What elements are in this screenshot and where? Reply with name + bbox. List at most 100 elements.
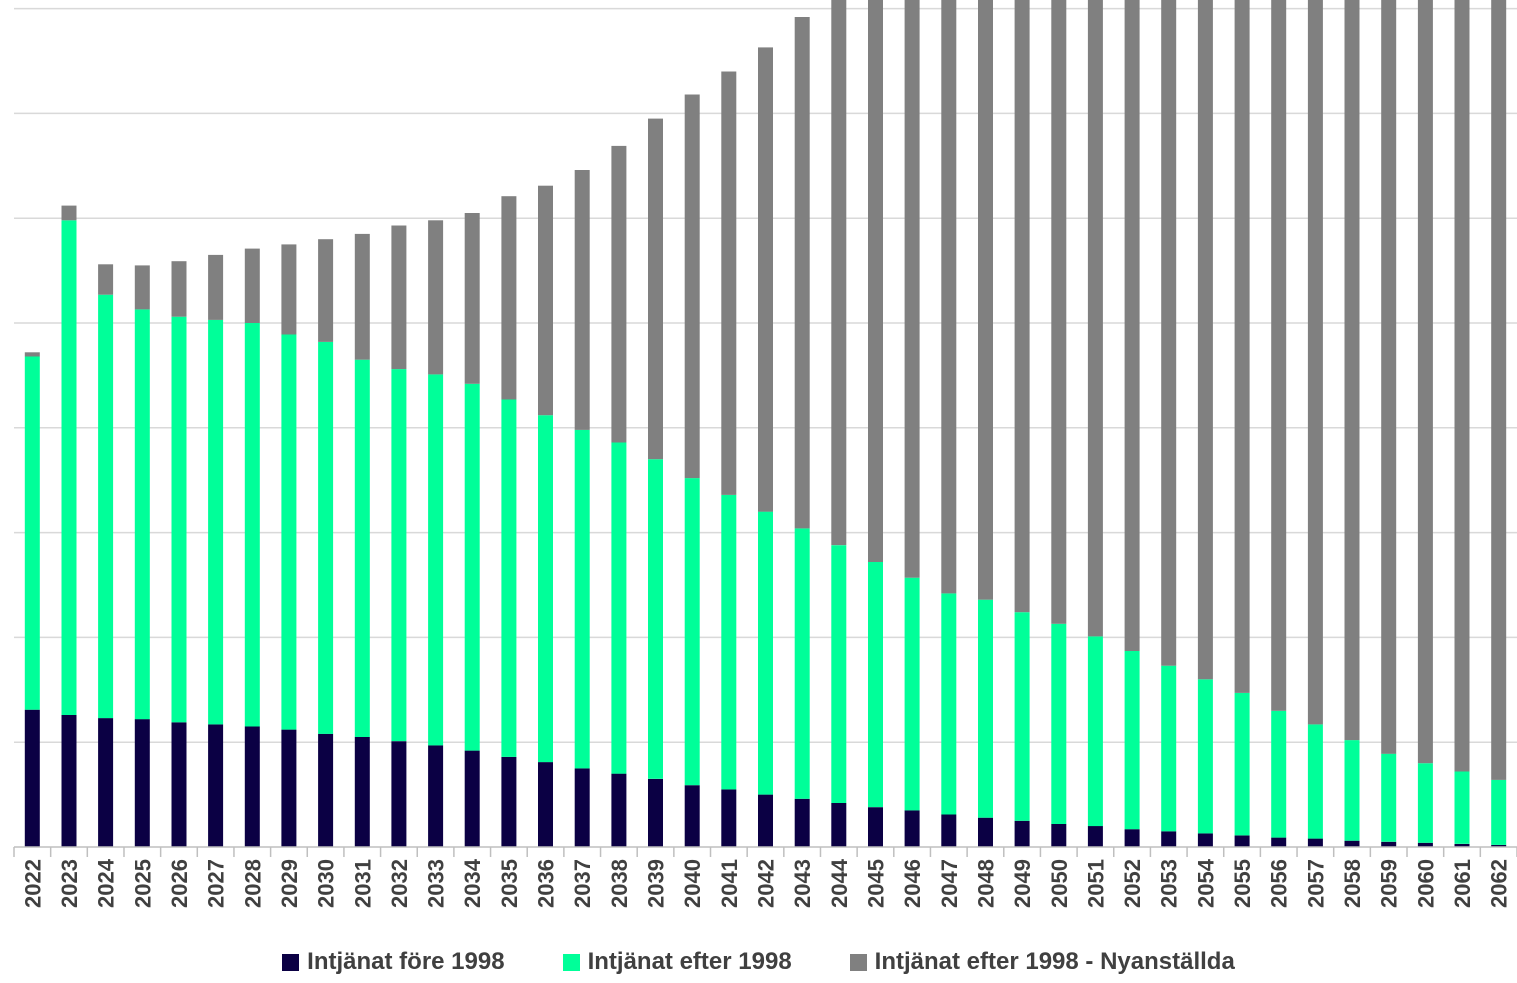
- bar-2056-series-1: [1271, 837, 1287, 847]
- legend-swatch: [562, 953, 580, 971]
- bar-2035-series-2: [501, 399, 517, 757]
- bar-2053-series-3: [1161, 0, 1177, 666]
- bar-2036-series-3: [538, 185, 553, 416]
- bar-2031-series-3: [354, 233, 370, 360]
- bar-2042-series-3: [758, 47, 773, 512]
- bar-2049-series-3: [1014, 0, 1030, 613]
- bar-2028-series-2: [244, 323, 260, 727]
- bar-2039-series-1: [648, 778, 663, 847]
- legend-label: Intjänat efter 1998: [587, 948, 792, 975]
- bar-2061-series-3: [1454, 0, 1470, 772]
- bar-2061-series-2: [1454, 771, 1470, 844]
- bar-2036-series-2: [538, 415, 553, 763]
- x-tick-label: 2054: [1193, 858, 1218, 908]
- bar-2031-series-1: [354, 737, 370, 847]
- bar-2024-series-2: [98, 294, 114, 719]
- x-tick-label: 2023: [57, 859, 82, 908]
- x-tick-label: 2041: [717, 859, 742, 908]
- x-tick-label: 2056: [1267, 859, 1292, 908]
- bar-2059-series-3: [1381, 0, 1397, 754]
- bar-2034-series-2: [464, 383, 480, 751]
- bar-2052-series-1: [1124, 829, 1140, 847]
- bar-2046-series-3: [904, 0, 920, 578]
- bar-2056-series-3: [1271, 0, 1287, 711]
- legend-item-series-1: Intjänat före 1998: [282, 948, 505, 976]
- bar-2057-series-2: [1307, 724, 1323, 839]
- bar-2054-series-3: [1197, 0, 1213, 680]
- bar-2035-series-3: [501, 196, 517, 400]
- x-tick-label: 2062: [1487, 859, 1512, 908]
- x-tick-label: 2057: [1303, 859, 1328, 908]
- x-tick-label: 2058: [1340, 859, 1365, 908]
- bar-2051-series-2: [1087, 636, 1103, 827]
- x-tick-label: 2029: [277, 859, 302, 908]
- bar-2037-series-2: [574, 429, 590, 769]
- bar-2060-series-3: [1417, 0, 1433, 764]
- x-tick-label: 2039: [644, 859, 669, 908]
- bar-2022-series-3: [24, 352, 40, 357]
- x-tick-label: 2044: [827, 858, 852, 908]
- x-tick-label: 2025: [130, 859, 155, 908]
- bar-2041-series-2: [721, 494, 737, 790]
- bar-2032-series-1: [391, 741, 407, 847]
- bar-2033-series-1: [428, 745, 444, 847]
- bar-2052-series-2: [1124, 651, 1140, 830]
- bar-2059-series-2: [1381, 753, 1397, 842]
- bar-2024-series-1: [98, 718, 114, 847]
- bar-2041-series-1: [721, 789, 737, 847]
- bar-2034-series-1: [464, 750, 480, 847]
- bar-2050-series-1: [1051, 823, 1067, 847]
- bar-2044-series-2: [831, 545, 847, 803]
- bar-2022-series-2: [24, 356, 40, 710]
- bar-2061-series-1: [1454, 843, 1470, 847]
- bar-2045-series-1: [868, 807, 883, 847]
- legend-label: Intjänat efter 1998 - Nyanställda: [874, 948, 1235, 975]
- bar-2045-series-3: [868, 0, 883, 563]
- bar-2048-series-1: [978, 817, 993, 847]
- bar-2038-series-1: [611, 773, 627, 847]
- bar-2054-series-1: [1197, 833, 1213, 847]
- x-tick-label: 2032: [387, 859, 412, 908]
- bar-2055-series-2: [1234, 692, 1250, 836]
- bar-2042-series-2: [758, 511, 773, 795]
- x-tick-label: 2046: [900, 859, 925, 908]
- bar-2033-series-2: [428, 374, 444, 746]
- x-tick-label: 2028: [240, 859, 265, 908]
- x-tick-label: 2036: [534, 859, 559, 908]
- bar-2026-series-3: [171, 261, 187, 317]
- bar-2029-series-1: [281, 729, 297, 847]
- bar-2060-series-1: [1417, 842, 1433, 847]
- x-tick-label: 2024: [94, 858, 119, 908]
- bar-2047-series-1: [941, 814, 957, 847]
- bar-2025-series-1: [134, 719, 150, 847]
- x-axis: 2022 2023 2024 2025 2026 2027 2028 2029 2030 2031…: [13, 846, 1517, 908]
- bar-2055-series-1: [1234, 835, 1250, 847]
- x-tick-label: 2059: [1377, 859, 1402, 908]
- bar-2041-series-3: [721, 71, 737, 495]
- bar-2029-series-3: [281, 244, 297, 335]
- x-tick-label: 2035: [497, 859, 522, 908]
- x-tick-label: 2026: [167, 859, 192, 908]
- bar-2027-series-3: [208, 254, 224, 320]
- legend-label: Intjänat före 1998: [307, 948, 505, 975]
- bar-2040-series-3: [684, 94, 700, 479]
- bar-2049-series-2: [1014, 612, 1030, 821]
- x-tick-label: 2050: [1047, 859, 1072, 908]
- stacked-bar-chart: 2022 2023 2024 2025 2026 2027 2028 2029 2030 2031…: [13, 0, 1517, 908]
- bar-2059-series-1: [1381, 841, 1397, 847]
- bar-2030-series-1: [318, 733, 334, 847]
- bar-2053-series-1: [1161, 831, 1177, 847]
- bar-2062-series-2: [1491, 779, 1507, 845]
- bar-2043-series-3: [794, 17, 810, 529]
- bar-2058-series-3: [1344, 0, 1360, 741]
- x-tick-label: 2042: [754, 859, 779, 908]
- bar-2058-series-2: [1344, 740, 1360, 841]
- bar-2044-series-3: [831, 0, 847, 546]
- legend-item-series-3: Intjänat efter 1998 - Nyanställda: [849, 948, 1235, 976]
- bar-2043-series-1: [794, 798, 810, 847]
- bar-2032-series-2: [391, 369, 407, 742]
- bar-2037-series-1: [574, 768, 590, 847]
- bar-2038-series-2: [611, 442, 627, 774]
- bar-2062-series-3: [1491, 0, 1507, 780]
- bar-2050-series-3: [1051, 0, 1067, 624]
